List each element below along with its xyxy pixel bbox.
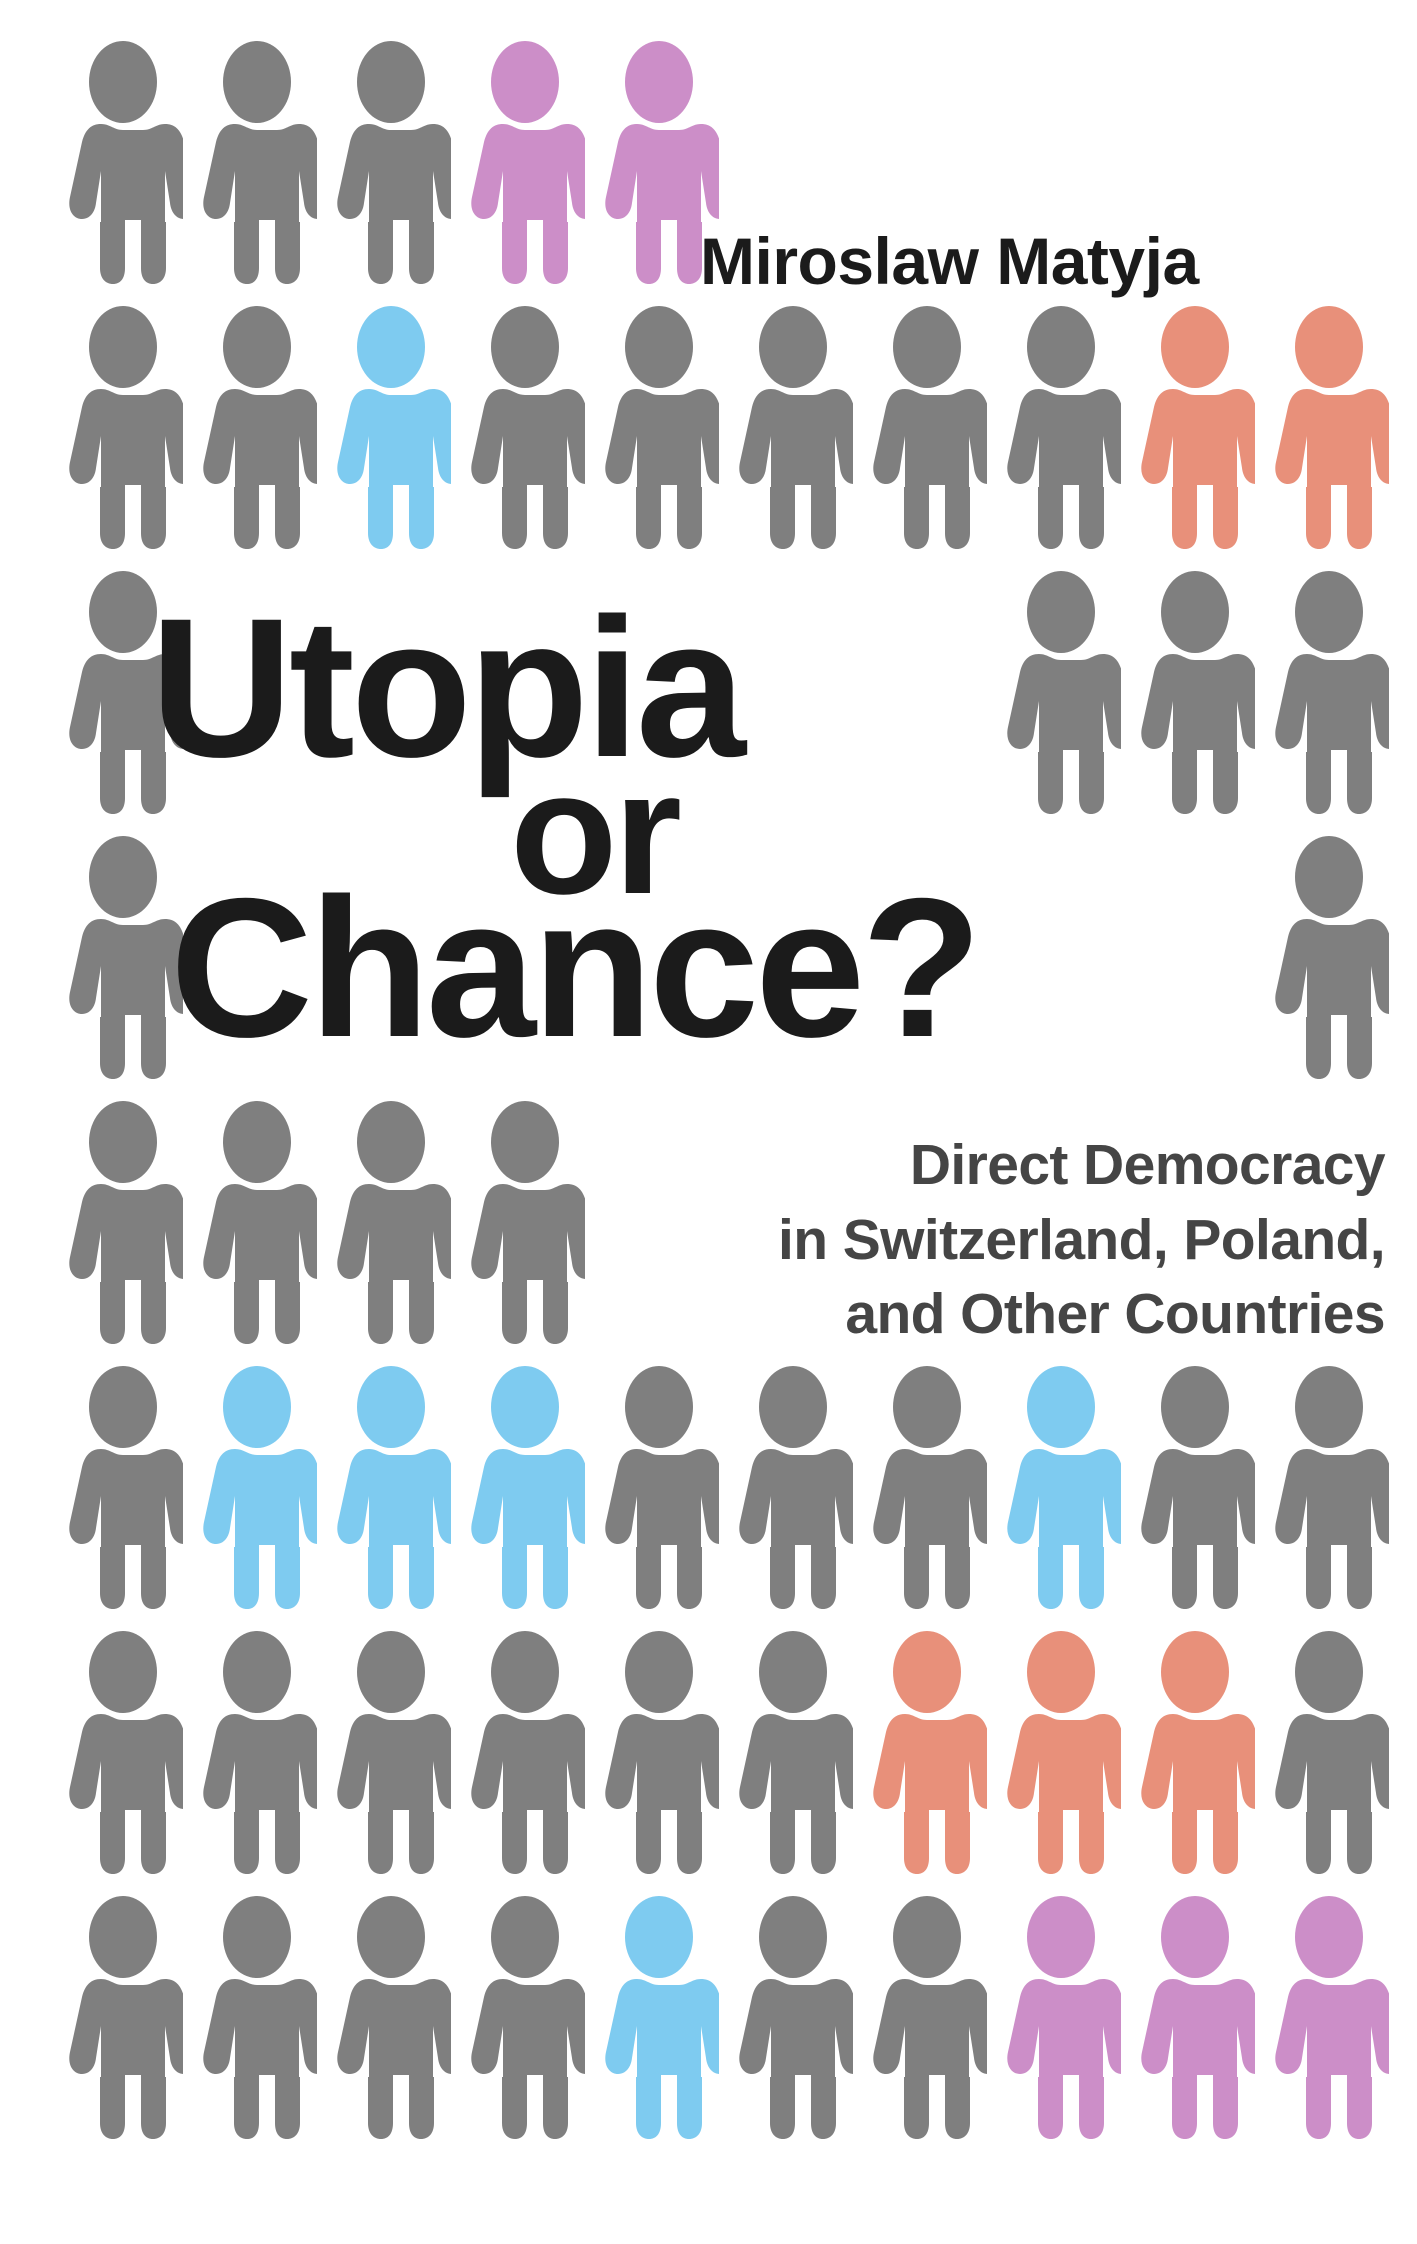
person-pictogram-icon [331, 38, 451, 288]
person-pictogram-icon [1001, 568, 1121, 818]
person-pictogram-icon [1269, 833, 1389, 1083]
person-pictogram-icon [465, 1628, 585, 1878]
person-pictogram-icon [465, 38, 585, 288]
person-pictogram-icon [197, 1628, 317, 1878]
person-pictogram-icon [1269, 303, 1389, 553]
person-pictogram-icon [1135, 1893, 1255, 2143]
person-pictogram-icon [197, 303, 317, 553]
person-pictogram-icon [867, 303, 987, 553]
book-subtitle: Direct Democracy in Switzerland, Poland,… [485, 1128, 1386, 1352]
person-pictogram-icon [63, 1098, 183, 1348]
person-pictogram-icon [465, 1363, 585, 1613]
person-pictogram-icon [197, 1363, 317, 1613]
person-pictogram-icon [1135, 1363, 1255, 1613]
person-pictogram-icon [1135, 568, 1255, 818]
pictogram-row [63, 568, 1417, 818]
person-pictogram-icon [63, 1363, 183, 1613]
person-pictogram-icon [733, 1363, 853, 1613]
person-pictogram-icon [1001, 1363, 1121, 1613]
person-pictogram-icon [197, 38, 317, 288]
person-pictogram-icon [197, 1098, 317, 1348]
person-pictogram-icon [599, 1628, 719, 1878]
subtitle-line-1: Direct Democracy [909, 1133, 1386, 1197]
person-pictogram-icon [599, 1363, 719, 1613]
person-pictogram-icon [1269, 1363, 1389, 1613]
person-pictogram-icon [1001, 1893, 1121, 2143]
person-pictogram-icon [1001, 303, 1121, 553]
person-pictogram-icon [1269, 568, 1389, 818]
subtitle-line-2: in Switzerland, Poland, [778, 1207, 1386, 1272]
person-pictogram-icon [331, 1098, 451, 1348]
person-pictogram-icon [197, 1893, 317, 2143]
pictogram-row [63, 1893, 1417, 2143]
title-line-3: Chance? [170, 856, 982, 1078]
person-pictogram-icon [733, 1628, 853, 1878]
person-pictogram-icon [63, 1628, 183, 1878]
person-pictogram-icon [1269, 1893, 1389, 2143]
person-pictogram-icon [63, 38, 183, 288]
pictogram-row [63, 38, 1417, 288]
pictogram-row [63, 833, 1417, 1083]
person-pictogram-icon [599, 38, 719, 288]
person-pictogram-icon [867, 1893, 987, 2143]
person-pictogram-icon [465, 1098, 585, 1348]
pictogram-row [63, 303, 1417, 553]
person-pictogram-icon [867, 1363, 987, 1613]
person-pictogram-icon [733, 1893, 853, 2143]
title-line-2: or [510, 735, 682, 932]
person-pictogram-icon [63, 568, 183, 818]
page-title: Utopia or Chance? [150, 577, 1250, 1078]
person-pictogram-icon [1135, 303, 1255, 553]
person-pictogram-icon [599, 1893, 719, 2143]
subtitle-line-3: and Other Countries [845, 1282, 1385, 1347]
person-pictogram-icon [331, 1363, 451, 1613]
person-pictogram-icon [63, 833, 183, 1083]
person-pictogram-icon [1135, 1628, 1255, 1878]
title-line-1: Utopia [150, 577, 746, 798]
person-pictogram-icon [63, 1893, 183, 2143]
person-pictogram-icon [63, 303, 183, 553]
pictogram-row [63, 1628, 1417, 1878]
person-pictogram-icon [599, 303, 719, 553]
person-pictogram-icon [331, 1628, 451, 1878]
person-pictogram-icon [1001, 1628, 1121, 1878]
person-pictogram-icon [331, 303, 451, 553]
person-pictogram-icon [733, 303, 853, 553]
person-pictogram-icon [1269, 1628, 1389, 1878]
person-pictogram-icon [867, 1628, 987, 1878]
person-pictogram-icon [465, 303, 585, 553]
author-name: Miroslaw Matyja [700, 224, 1199, 298]
pictogram-row [63, 1098, 1417, 1348]
person-pictogram-icon [465, 1893, 585, 2143]
pictogram-row [63, 1363, 1417, 1613]
person-pictogram-icon [331, 1893, 451, 2143]
